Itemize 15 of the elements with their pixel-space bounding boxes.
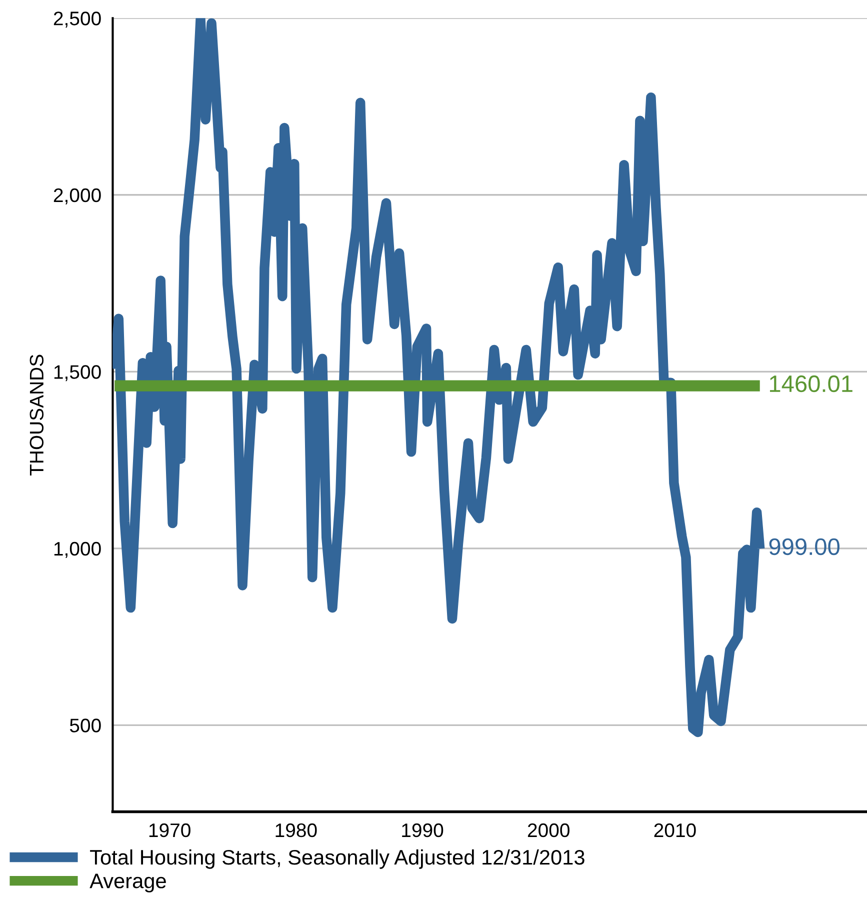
data-label: 999.00 <box>769 538 840 556</box>
y-tick-label: 500 <box>70 718 101 732</box>
data-label: 1460.01 <box>770 375 852 392</box>
legend-label: Total Housing Starts, Seasonally Adjusted 12/31/2013 <box>90 849 584 869</box>
x-tick-label: 1990 <box>402 823 444 838</box>
y-tick-label: 1,000 <box>54 542 101 558</box>
y-tick-label: 2,500 <box>54 12 101 28</box>
x-tick-label: 1970 <box>149 823 190 838</box>
x-tick-label: 2010 <box>654 823 696 838</box>
y-tick-label: 2,000 <box>54 188 101 204</box>
legend-label: Average <box>90 874 166 892</box>
y-tick-label: 1,500 <box>54 365 101 382</box>
y-axis-title: THOUSANDS <box>30 354 44 476</box>
x-tick-label: 2000 <box>528 823 570 838</box>
x-tick-label: 1980 <box>276 823 317 838</box>
